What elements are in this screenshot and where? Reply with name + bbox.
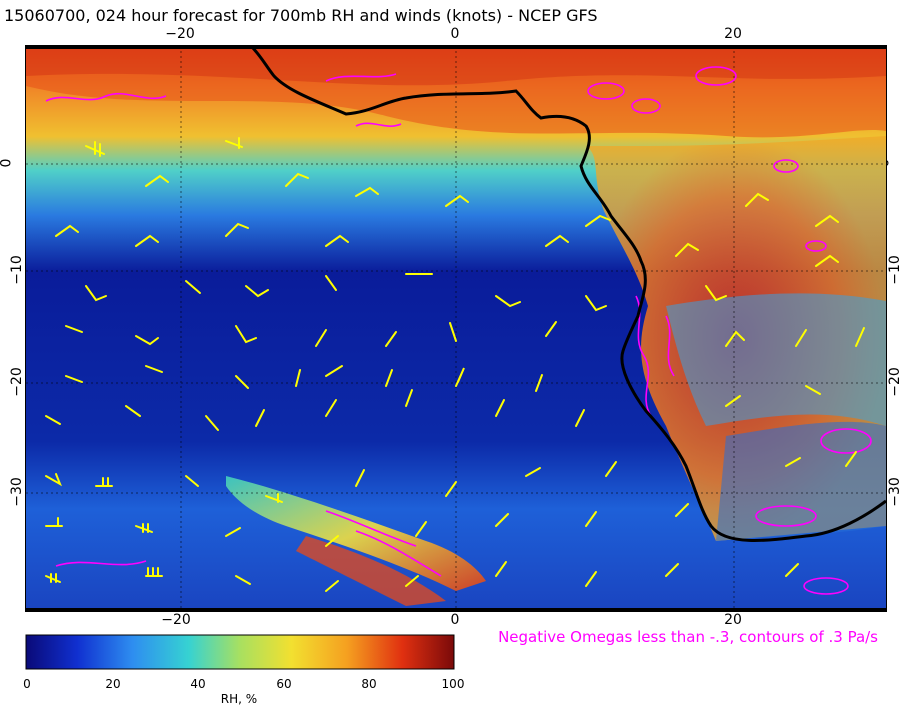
colorbar-tick-20: 20: [105, 677, 121, 691]
lon-tick-top-2: 0: [450, 26, 460, 42]
lon-tick-top-3: 20: [724, 26, 742, 42]
rh-field: [26, 46, 886, 611]
lon-tick-bottom-2: 0: [450, 612, 460, 628]
wind-barbs: [45, 137, 865, 592]
lat-tick-right-3: −20: [886, 367, 903, 397]
colorbar-tick-80: 80: [361, 677, 377, 691]
map-title: 15060700, 024 hour forecast for 700mb RH…: [4, 6, 598, 25]
lon-tick-bottom-3: 20: [724, 612, 742, 628]
lat-tick-left-4: −30: [8, 477, 25, 507]
colorbar-tick-40: 40: [190, 677, 206, 691]
lat-tick-left-1: 0: [0, 158, 15, 168]
colorbar-tick-60: 60: [276, 677, 292, 691]
colorbar-tick-100: 100: [441, 677, 465, 691]
colorbar-ramp: [25, 634, 455, 670]
lat-tick-left-2: −10: [8, 255, 25, 285]
colorbar-label: RH, %: [220, 692, 258, 706]
coastline: [249, 46, 886, 542]
lon-tick-bottom-1: −20: [161, 612, 191, 628]
lat-tick-right-2: −10: [886, 255, 903, 285]
rh-map: [25, 45, 887, 612]
colorbar: 0 20 40 60 80 100 RH, %: [23, 634, 464, 706]
colorbar-tick-0: 0: [23, 677, 31, 691]
lat-tick-left-3: −20: [8, 367, 25, 397]
lon-tick-top-1: −20: [165, 26, 195, 42]
omega-note: Negative Omegas less than -.3, contours …: [498, 628, 878, 646]
lat-tick-right-4: −30: [886, 477, 903, 507]
